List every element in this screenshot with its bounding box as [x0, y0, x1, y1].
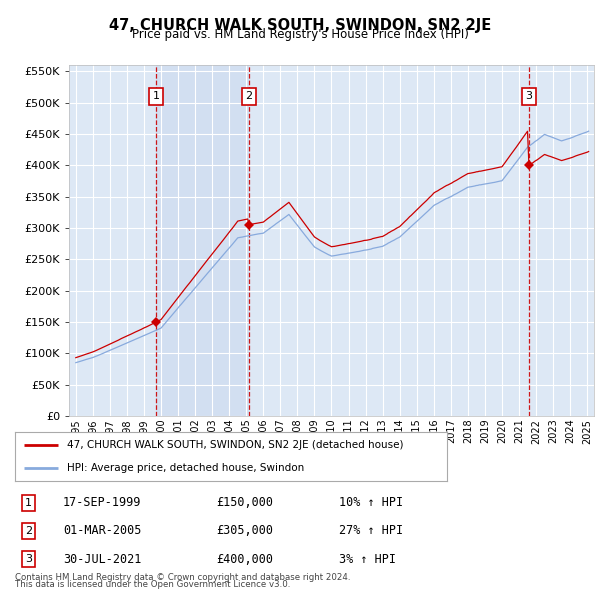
Text: 47, CHURCH WALK SOUTH, SWINDON, SN2 2JE (detached house): 47, CHURCH WALK SOUTH, SWINDON, SN2 2JE … — [67, 440, 403, 450]
Text: 1: 1 — [153, 91, 160, 101]
Text: 01-MAR-2005: 01-MAR-2005 — [63, 525, 142, 537]
Text: This data is licensed under the Open Government Licence v3.0.: This data is licensed under the Open Gov… — [15, 580, 290, 589]
Text: Price paid vs. HM Land Registry's House Price Index (HPI): Price paid vs. HM Land Registry's House … — [131, 28, 469, 41]
Text: 3: 3 — [25, 555, 32, 564]
Text: HPI: Average price, detached house, Swindon: HPI: Average price, detached house, Swin… — [67, 463, 304, 473]
Text: 3% ↑ HPI: 3% ↑ HPI — [339, 553, 396, 566]
Text: £150,000: £150,000 — [216, 496, 273, 509]
Bar — [156, 65, 249, 416]
Text: 1: 1 — [25, 498, 32, 507]
Text: 2: 2 — [25, 526, 32, 536]
Text: £400,000: £400,000 — [216, 553, 273, 566]
Text: 47, CHURCH WALK SOUTH, SWINDON, SN2 2JE: 47, CHURCH WALK SOUTH, SWINDON, SN2 2JE — [109, 18, 491, 32]
Text: 27% ↑ HPI: 27% ↑ HPI — [339, 525, 403, 537]
Text: 10% ↑ HPI: 10% ↑ HPI — [339, 496, 403, 509]
Text: £305,000: £305,000 — [216, 525, 273, 537]
Text: Contains HM Land Registry data © Crown copyright and database right 2024.: Contains HM Land Registry data © Crown c… — [15, 573, 350, 582]
Text: 2: 2 — [245, 91, 253, 101]
Text: 17-SEP-1999: 17-SEP-1999 — [63, 496, 142, 509]
Text: 30-JUL-2021: 30-JUL-2021 — [63, 553, 142, 566]
Text: 3: 3 — [526, 91, 532, 101]
